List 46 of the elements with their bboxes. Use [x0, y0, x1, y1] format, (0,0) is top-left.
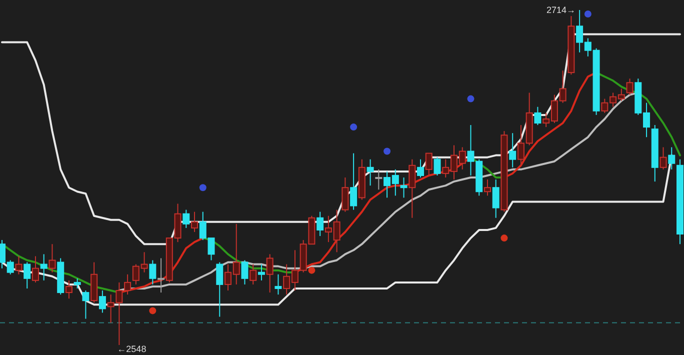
point	[384, 148, 391, 155]
point	[467, 95, 474, 102]
candlestick	[626, 78, 634, 96]
point	[500, 234, 508, 242]
annotation: 2714→	[546, 5, 576, 15]
candlestick	[24, 262, 31, 289]
candlestick	[98, 290, 106, 314]
point	[308, 266, 316, 274]
candlestick	[425, 152, 432, 176]
candlestick	[484, 179, 491, 196]
candlestick	[434, 156, 441, 176]
candlestick	[342, 177, 349, 212]
candlestick	[158, 258, 165, 294]
point	[199, 184, 206, 192]
point	[584, 10, 592, 18]
candlestick	[250, 264, 257, 285]
candlestick	[375, 168, 382, 190]
candlestick	[258, 264, 265, 281]
point	[350, 124, 358, 131]
candlestick	[492, 179, 500, 218]
candlestick	[660, 146, 667, 170]
candlestick	[366, 158, 374, 186]
candlestick	[40, 254, 48, 281]
candlestick	[408, 158, 416, 218]
candlestick	[74, 278, 81, 289]
candlestick	[15, 256, 22, 275]
annotation: ←2548	[117, 344, 146, 354]
candlestick	[350, 152, 358, 210]
candlestick	[82, 290, 90, 320]
candlestick	[48, 244, 56, 273]
candlestick	[216, 262, 224, 318]
candlestick	[32, 256, 39, 283]
candlestick	[417, 158, 424, 178]
candlestick	[241, 260, 248, 285]
candlestick	[668, 146, 676, 170]
candlestick	[274, 274, 282, 296]
candlestick	[534, 106, 542, 126]
candlestick	[182, 209, 190, 228]
point	[149, 307, 156, 314]
candlestick	[149, 260, 156, 285]
candlestick	[316, 211, 324, 237]
candlestick	[509, 132, 516, 168]
candlestick	[400, 177, 408, 198]
candlestick	[191, 211, 198, 232]
candlestick	[266, 254, 274, 294]
candlestick	[65, 280, 72, 300]
